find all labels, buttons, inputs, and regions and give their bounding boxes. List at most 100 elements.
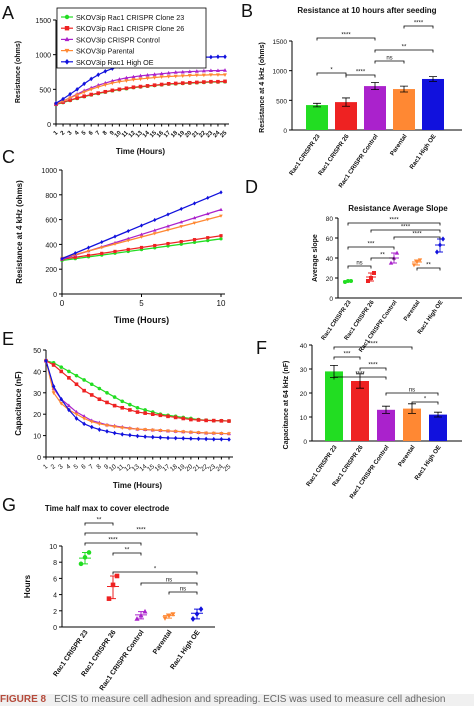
data-point [113,242,117,246]
category-label: Parental [397,444,417,468]
data-point [189,417,193,422]
x-tick-label: 1 [42,463,50,471]
bar [403,408,421,441]
data-point [179,240,183,244]
significance-bracket [411,401,439,405]
x-tick-label: 1 [53,130,60,137]
significance-bracket [84,532,198,536]
data-point [68,96,73,101]
data-point [110,78,115,83]
data-point [211,418,216,423]
legend-marker [64,14,70,20]
data-point [103,68,108,74]
error-bar [400,85,408,93]
x-tick-label: 4 [74,130,81,137]
data-point [181,430,186,434]
data-point [166,75,171,79]
data-point [187,80,192,85]
y-tick-label: 20 [33,412,41,419]
x-tick-label: 23 [207,463,217,473]
data-point [51,384,56,389]
legend-entry: SKOV3ip CRISPR Control [76,35,160,44]
figure-caption: FIGURE 8 ECIS to measure cell adhesion an… [0,694,474,706]
chart-title: Time half max to cover electrode [45,504,170,513]
x-tick-label: 9 [103,463,111,471]
y-tick-label: 0 [303,439,307,446]
data-point [219,436,224,442]
x-tick-label: 3 [67,130,74,137]
data-point [68,91,72,97]
data-point [190,615,196,622]
data-point [215,73,220,77]
data-point [106,596,112,601]
data-point [153,217,157,223]
category-label: Rac1 CRISPR 26 [317,133,351,177]
data-point [75,93,80,98]
legend-entry: SKOV3ip Rac1 CRISPR Clone 26 [76,24,184,33]
data-point [211,436,216,442]
data-point [195,80,199,85]
x-tick-label: 11 [121,130,130,139]
significance-bracket [168,591,198,595]
x-tick-label: 4 [65,463,73,471]
data-point [202,80,206,84]
data-point [152,228,157,232]
x-tick-label: 21 [192,463,202,473]
data-point [82,388,86,393]
data-point [173,429,178,434]
x-tick-label: 12 [123,463,133,473]
data-point [67,376,71,380]
significance-label: **** [108,538,118,544]
x-tick-label: 23 [205,130,214,139]
y-tick-label: 0 [329,296,333,303]
data-point [206,236,210,240]
caption-label: FIGURE 8 [0,694,47,705]
data-point [219,207,223,211]
data-point [196,418,201,422]
data-point [126,239,131,243]
panel-label: F [256,338,267,358]
data-point [97,397,102,402]
data-point [179,242,183,246]
data-point [124,75,129,80]
mean-error-bar [79,551,91,565]
y-tick-label: 800 [45,193,57,200]
data-point [131,85,136,90]
data-point [60,256,64,261]
data-point [97,386,102,391]
y-tick-label: 400 [45,242,57,249]
category-label: Parental [403,299,422,322]
data-point [135,433,140,439]
data-point [166,435,170,441]
data-point [139,235,144,239]
data-point [219,419,224,423]
data-point [150,434,155,440]
y-tick-label: 500 [39,87,51,94]
significance-label: * [154,567,157,573]
data-point [117,77,122,81]
data-point [152,72,157,76]
data-point [192,238,197,242]
mean-error-bar [366,272,376,282]
data-point [216,54,220,60]
legend-entry: SKOV3ip Rac1 High OE [76,58,154,67]
y-tick-label: 30 [33,391,41,398]
category-label: Rac1 High OE [169,629,201,671]
data-point [205,218,210,222]
significance-label: ns [409,388,415,394]
x-tick-label: 19 [176,463,186,473]
y-tick-label: 500 [276,98,287,105]
significance-bracket [84,522,114,526]
data-point [117,80,122,84]
y-tick-label: 40 [33,369,41,376]
data-point [124,79,129,83]
data-point [209,54,213,60]
y-tick-label: 0 [53,625,57,632]
panel-label: A [2,3,14,23]
data-point [153,243,157,248]
y-tick-label: 1500 [273,39,288,46]
y-tick-label: 4 [53,593,57,600]
data-point [194,69,199,73]
data-point [82,417,87,421]
x-tick-label: 22 [199,463,209,473]
